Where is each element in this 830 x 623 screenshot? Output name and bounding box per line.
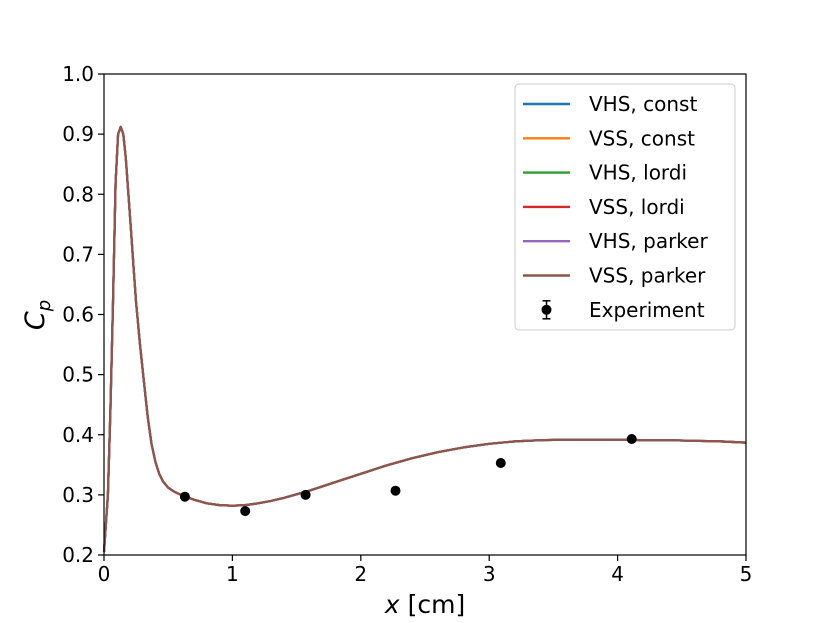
legend-label: VSS, parker — [589, 264, 706, 288]
experiment-point — [495, 458, 506, 468]
x-axis-variable: x — [384, 590, 400, 619]
x-tick-label: 4 — [611, 562, 624, 586]
x-tick-label: 3 — [483, 562, 496, 586]
y-tick-label: 0.3 — [62, 483, 94, 507]
x-axis-label: x [cm] — [384, 590, 465, 619]
y-tick-label: 0.2 — [62, 543, 94, 567]
y-axis-ticks: 0.2 0.3 0.4 0.5 0.6 0.7 0.8 0.9 1.0 — [62, 62, 104, 567]
y-tick-label: 0.7 — [62, 242, 94, 266]
legend: VHS, const VSS, const VHS, lordi VSS, lordi… — [514, 83, 736, 331]
legend-marker — [541, 304, 552, 315]
legend-label: VHS, const — [589, 92, 697, 116]
x-axis-ticks: 0 1 2 3 4 5 — [98, 555, 753, 586]
x-tick-label: 0 — [98, 562, 111, 586]
experiment-markers — [179, 434, 637, 517]
experiment-point — [240, 506, 251, 517]
x-tick-label: 1 — [226, 562, 239, 586]
experiment-point — [390, 485, 401, 496]
y-axis-variable: C — [20, 311, 51, 330]
y-tick-label: 0.6 — [62, 303, 94, 327]
legend-label: VHS, lordi — [589, 161, 687, 185]
legend-label: VSS, const — [589, 126, 695, 150]
y-tick-label: 1.0 — [62, 62, 94, 86]
y-axis-subscript: p — [34, 300, 55, 312]
y-tick-label: 0.4 — [62, 423, 94, 447]
x-tick-label: 5 — [740, 562, 753, 586]
experiment-point — [626, 434, 637, 444]
legend-box — [514, 83, 736, 331]
legend-label: Experiment — [589, 298, 705, 322]
y-tick-label: 0.9 — [62, 122, 94, 146]
legend-label: VHS, parker — [589, 229, 708, 253]
x-axis-unit: [cm] — [408, 590, 466, 619]
series-layer — [102, 125, 747, 553]
legend-label: VSS, lordi — [589, 195, 685, 219]
x-tick-label: 2 — [354, 562, 367, 586]
y-axis-label: Cp — [20, 300, 55, 330]
experiment-point — [300, 489, 311, 500]
y-tick-label: 0.8 — [62, 182, 94, 206]
y-tick-label: 0.5 — [62, 363, 94, 387]
series-line-vss-parker — [102, 125, 747, 553]
experiment-point — [179, 491, 190, 502]
